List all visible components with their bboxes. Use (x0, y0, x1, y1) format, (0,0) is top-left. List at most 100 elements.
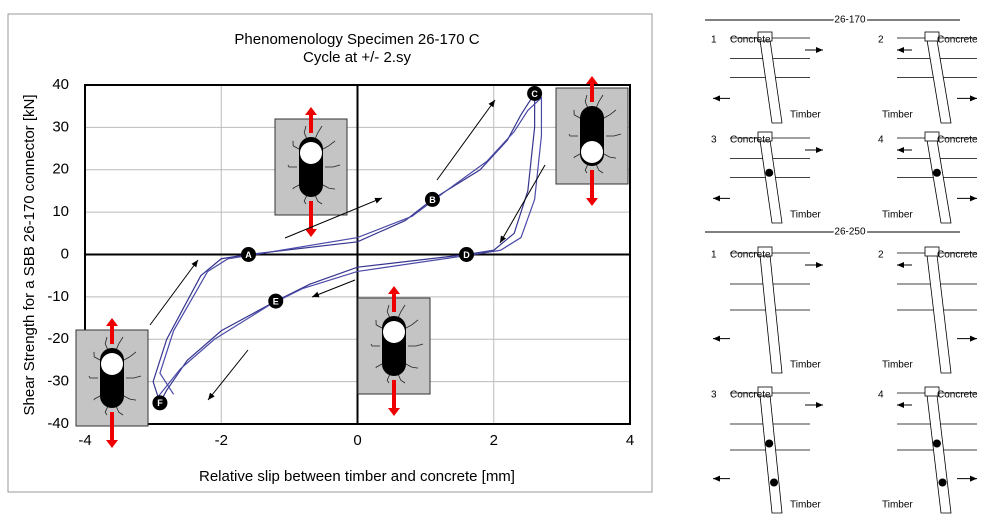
dowel (765, 168, 774, 177)
point-marker (527, 85, 543, 101)
force-arrow (106, 318, 118, 326)
point-marker (152, 395, 168, 411)
crack (595, 164, 604, 174)
crack (115, 406, 124, 416)
point-marker (268, 293, 284, 309)
crack (292, 184, 300, 190)
concrete-label: Concrete (730, 135, 771, 146)
y-tick-label: -10 (47, 288, 69, 305)
panel: 1 Concrete Timber (711, 31, 823, 124)
point-marker (241, 247, 256, 262)
panel-number: 4 (878, 135, 884, 146)
crack (397, 374, 406, 384)
screw-head (757, 31, 773, 42)
crack (584, 94, 589, 108)
panel: 3 Concrete Timber (711, 131, 823, 224)
timber-label: Timber (790, 360, 821, 371)
force-arrow (586, 198, 598, 206)
screw-head (924, 131, 940, 142)
y-tick-label: -30 (47, 373, 69, 390)
x-tick-label: 4 (626, 432, 634, 449)
crack (573, 109, 581, 119)
screw (759, 139, 783, 224)
crack (104, 336, 109, 350)
arrow (284, 197, 383, 239)
timber-label: Timber (882, 210, 913, 221)
point-label: F (157, 398, 163, 408)
x-tick-label: -4 (78, 432, 91, 449)
panel-number: 2 (878, 35, 884, 46)
crack (408, 343, 424, 347)
point-label: A (245, 250, 252, 260)
screw-head (924, 31, 940, 42)
concrete-label: Concrete (937, 390, 978, 401)
timber-label: Timber (882, 110, 913, 121)
force-arrow (388, 286, 400, 294)
crack (314, 195, 323, 205)
crack (595, 94, 604, 108)
dowel (932, 439, 941, 448)
panel-number: 4 (878, 390, 884, 401)
y-axis-label: Shear Strength for a SBB 26-170 connecto… (21, 94, 38, 415)
x-axis-label: Relative slip between timber and concret… (199, 468, 515, 485)
panel: 2 Concrete Timber (878, 31, 978, 124)
y-tick-label: 20 (52, 161, 69, 178)
arrows (149, 99, 546, 401)
panel: 4 Concrete Timber (878, 386, 978, 514)
crack (126, 375, 142, 379)
panel-number: 2 (878, 250, 884, 261)
y-tick-label: 30 (52, 118, 69, 135)
crack (370, 343, 380, 347)
arrow (311, 279, 356, 298)
panel-number: 1 (711, 250, 717, 261)
panel-number: 1 (711, 35, 717, 46)
connector (581, 141, 603, 163)
concrete-label: Concrete (937, 135, 978, 146)
panel: 2 Concrete Timber (878, 246, 978, 374)
crack (603, 109, 617, 119)
crack (303, 125, 308, 139)
crack (405, 363, 419, 369)
concrete-label: Concrete (730, 390, 771, 401)
screw (759, 394, 783, 514)
force-arrow (305, 229, 317, 237)
screw (759, 254, 783, 374)
plot: A B C D E F (152, 85, 543, 411)
crack (386, 304, 391, 318)
crack (568, 133, 578, 137)
point-marker (459, 247, 474, 262)
crack (123, 351, 137, 361)
crack (88, 375, 98, 379)
panel-number: 3 (711, 390, 717, 401)
screw (759, 39, 783, 124)
chart-title: Phenomenology Specimen 26-170 C (234, 31, 479, 48)
section-title: 26-170 (834, 15, 866, 26)
crack (584, 164, 589, 174)
screw (926, 254, 952, 374)
dowel (932, 168, 941, 177)
dowel (765, 439, 774, 448)
screw-head (924, 386, 940, 397)
screw (926, 394, 952, 514)
timber-label: Timber (882, 500, 913, 511)
crack (322, 184, 336, 190)
section-title: 26-250 (834, 227, 866, 238)
inset (357, 286, 431, 416)
arrow (499, 164, 546, 244)
inset (75, 318, 149, 448)
timber-label: Timber (790, 210, 821, 221)
crack (314, 125, 323, 139)
crack (606, 133, 622, 137)
panel: 4 Concrete Timber (878, 131, 978, 224)
insets (75, 76, 629, 448)
screw-head (757, 246, 773, 257)
timber-label: Timber (790, 110, 821, 121)
panel: 1 Concrete Timber (711, 246, 823, 374)
crack (573, 153, 581, 159)
concrete-label: Concrete (937, 35, 978, 46)
crack (603, 153, 617, 159)
crack (123, 395, 137, 401)
crack (303, 195, 308, 205)
crack (93, 351, 101, 361)
